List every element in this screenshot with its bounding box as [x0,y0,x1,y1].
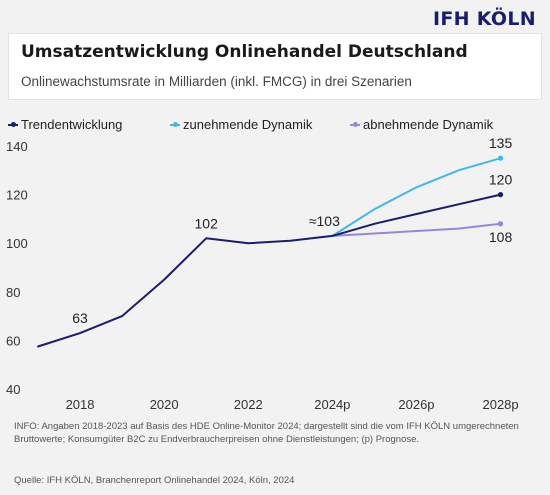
legend-label-trend: Trendentwicklung [21,117,123,132]
line-chart: 40 60 80 100 120 140 2018 2020 2022 2024p 2026p 202… [6,135,519,412]
info-note: INFO: Angaben 2018-2023 auf Basis des HD… [14,421,519,445]
data-label: 120 [489,172,513,188]
data-label: 63 [72,310,88,326]
legend-swatch-decreasing [350,122,360,127]
y-tick-label: 100 [6,236,28,251]
data-label: 135 [489,135,513,151]
legend-swatch-increasing [170,122,180,127]
series-line-trend [37,193,502,348]
legend-label-decreasing: abnehmende Dynamik [363,117,494,132]
series-end-point-decreasing [497,221,504,227]
y-tick-label: 40 [6,382,20,397]
legend-label-increasing: zunehmende Dynamik [183,117,313,132]
chart-subtitle: Onlinewachstumsrate in Milliarden (inkl.… [21,74,412,89]
x-tick-label: 2022 [234,397,263,412]
series-end-point-increasing [497,155,504,161]
y-tick-label: 80 [6,285,20,300]
data-label: 108 [489,229,513,245]
data-label: ≈103 [309,213,340,229]
series-line-increasing [331,157,502,237]
y-tick-label: 120 [6,188,28,203]
y-tick-label: 60 [6,333,20,348]
chart-title: Umsatzentwicklung Onlinehandel Deutschla… [21,42,468,62]
chart-legend: Trendentwicklung zunehmende Dynamik abne… [8,117,550,133]
series-line-decreasing [331,222,502,237]
source-note: Quelle: IFH KÖLN, Branchenreport Onlineh… [14,475,295,486]
y-tick-label: 140 [6,139,28,154]
x-tick-label: 2020 [150,397,179,412]
title-box: Umsatzentwicklung Onlinehandel Deutschla… [8,33,542,100]
x-tick-label: 2026p [398,397,434,412]
x-tick-label: 2024p [314,397,350,412]
series-end-point-trend [497,192,504,198]
legend-swatch-trend [8,122,18,127]
x-tick-label: 2028p [482,397,518,412]
data-label: 102 [195,215,219,231]
x-tick-label: 2018 [66,397,95,412]
brand-logo: IFH KÖLN [433,8,536,30]
